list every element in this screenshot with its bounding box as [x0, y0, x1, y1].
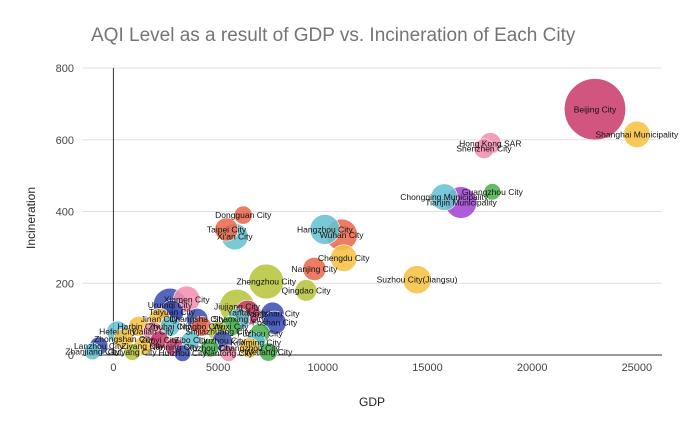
- x-tick-label: 20000: [517, 362, 548, 374]
- bubble-point[interactable]: [309, 214, 341, 245]
- bubble-label: Dalian City: [133, 327, 175, 337]
- bubble-point[interactable]: [248, 263, 284, 300]
- bubble-label: Nantong City: [204, 348, 254, 358]
- bubble-label: Taipei City: [207, 224, 247, 234]
- bubble-point[interactable]: [123, 343, 141, 361]
- bubble-label: Dongguan City: [215, 210, 272, 220]
- bubble-point[interactable]: [563, 78, 627, 141]
- bubble-point[interactable]: [200, 338, 220, 358]
- bubble-label: Shijiazhuang City: [185, 327, 251, 337]
- bubble-label: Weifang City: [244, 347, 293, 357]
- bubble-point[interactable]: [113, 328, 135, 350]
- x-tick-label: 10000: [307, 362, 338, 374]
- bubble-point[interactable]: [239, 337, 260, 359]
- bubble-point[interactable]: [473, 138, 495, 159]
- bubble-point[interactable]: [214, 217, 239, 242]
- bubble-label: Wuhan City: [320, 230, 365, 240]
- bubble-label: Kunming City: [231, 337, 282, 347]
- bubble-label: Shaoxing City: [213, 314, 266, 324]
- bubble-label: Changzhou City: [219, 343, 280, 353]
- y-tick-label: 800: [56, 63, 74, 75]
- bubble-label: Beijing City: [574, 104, 617, 114]
- bubble-label: Nanjing City: [292, 264, 339, 274]
- bubble-point[interactable]: [483, 183, 501, 201]
- x-axis-title: GDP: [359, 395, 385, 409]
- bubble-label: Foshan City: [252, 318, 298, 328]
- bubble-label: Wuxi City: [213, 321, 249, 331]
- bubble-point[interactable]: [173, 344, 192, 362]
- x-tick-label: 25000: [622, 362, 653, 374]
- bubble-label: Fuzhou City: [237, 328, 283, 338]
- bubble-label: Taiyuan City: [149, 307, 196, 317]
- chart-title: AQI Level as a result of GDP vs. Inciner…: [91, 25, 576, 46]
- x-tick-label: 15000: [412, 362, 443, 374]
- bubble-point[interactable]: [623, 120, 651, 148]
- x-tick-label: 5000: [206, 362, 230, 374]
- y-tick-label: 200: [56, 278, 74, 290]
- bubble-point[interactable]: [302, 256, 327, 281]
- bubble-label: Chongqing Municipality: [400, 192, 489, 202]
- bubble-label: Zunyi City: [141, 335, 180, 345]
- bubble-point[interactable]: [330, 244, 358, 272]
- bubble-label: Zhuhai City: [148, 321, 192, 331]
- bubble-label: Shanghai Municipality: [596, 129, 679, 139]
- bubble-label: Harbin City: [118, 321, 161, 331]
- bubble-point[interactable]: [294, 279, 318, 302]
- bubble-label: Xuzhou City: [187, 343, 234, 353]
- bubble-label: Lanzhou City: [74, 341, 124, 351]
- bubble-point[interactable]: [233, 205, 253, 225]
- bubble-label: Changsha City: [169, 314, 226, 324]
- bubble-label: Jinan City: [141, 314, 179, 324]
- bubble-point[interactable]: [258, 342, 278, 362]
- bubble-label: Qingdao City: [281, 285, 331, 295]
- bubble-label: Suzhou City(Jiangsu): [377, 275, 458, 285]
- bubble-label: Urumqi City: [148, 300, 193, 310]
- bubble-label: Hangzhou City: [297, 224, 354, 234]
- bubble-label: Nanning City: [150, 342, 199, 352]
- bubble-label: Guangzhou City: [462, 187, 524, 197]
- bubble-point[interactable]: [83, 342, 102, 361]
- bubble-label: Huizhou City: [158, 348, 207, 358]
- bubble-label: Guiyang City: [108, 347, 157, 357]
- bubble-point[interactable]: [402, 265, 432, 295]
- bubble-label: Ningbo City: [179, 321, 224, 331]
- bubble-point[interactable]: [181, 330, 201, 350]
- bubble-label: Zhongshan City: [94, 334, 154, 344]
- bubble-label: Tangshan City: [246, 309, 301, 319]
- bubble-label: Hong Kong SAR: [459, 138, 521, 148]
- y-axis-title: Incineration: [24, 187, 38, 249]
- y-tick-label: 400: [56, 207, 74, 219]
- bubble-point[interactable]: [430, 183, 458, 211]
- y-tick-label: 600: [56, 135, 74, 147]
- bubble-label: Zhanjiang City: [65, 346, 120, 356]
- bubble-label: Xi'an City: [217, 232, 253, 242]
- bubble-label: Shenzhen City: [456, 144, 512, 154]
- y-tick-label: 0: [68, 350, 74, 362]
- bubble-label: Xiamen City: [164, 294, 211, 304]
- bubbles: [83, 78, 651, 362]
- bubble-label: Zhengzhou City: [236, 276, 296, 286]
- bubble-label: Tianjin Municipality: [425, 198, 497, 208]
- grid-lines: [82, 67, 662, 356]
- bubble-label: Chengdu City: [318, 253, 370, 263]
- bubble-label: Zibo City: [174, 335, 208, 345]
- bubble-label: Hefei City: [99, 327, 137, 337]
- tick-labels: 0 200 400 600 800 0 5000 10000 15000 20000 25000: [56, 63, 653, 374]
- bubble-label: Liuzhou City: [199, 336, 247, 346]
- bubble-labels: Beijing City Shanghai Municipality Hong Ko…: [65, 104, 679, 358]
- bubble-label: Yantai City: [227, 308, 268, 318]
- x-tick-label: 0: [110, 362, 116, 374]
- bubble-label: Ziyang City: [121, 341, 164, 351]
- bubble-label: Jiujiang City: [214, 302, 261, 312]
- bubble-point[interactable]: [219, 344, 238, 362]
